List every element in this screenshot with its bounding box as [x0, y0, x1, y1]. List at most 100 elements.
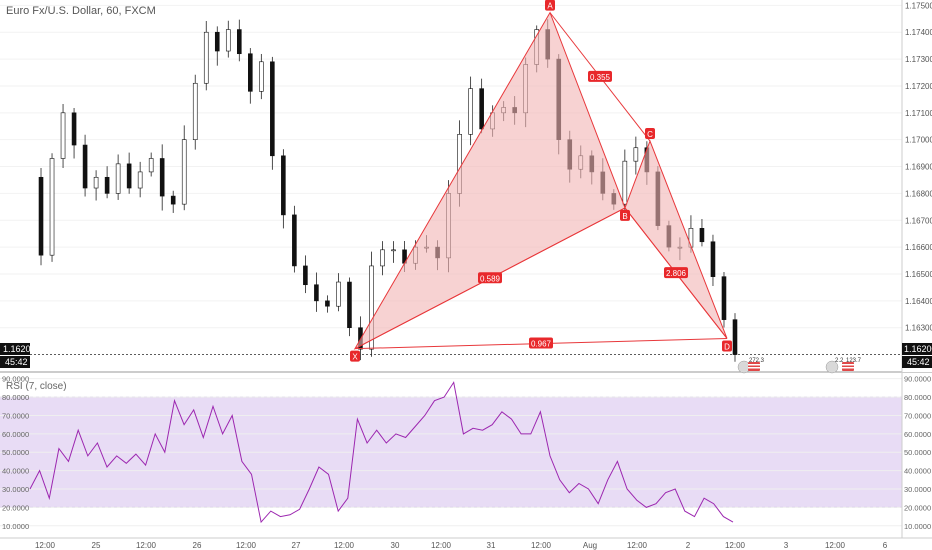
time-tick-label: 2: [686, 541, 691, 550]
time-tick-label: 3: [784, 541, 789, 550]
price-tick-label: 1.16400: [905, 297, 932, 306]
pattern-point-badge: [350, 350, 360, 362]
candle-body: [292, 214, 297, 267]
pattern-point-badge: [645, 128, 655, 140]
candle-body: [137, 171, 143, 189]
time-tick-label: Aug: [583, 541, 597, 550]
candle-body: [369, 265, 374, 350]
price-tick-label: 1.17400: [905, 28, 932, 37]
pattern-triangle-xab: [353, 11, 626, 350]
time-tick-label: 12:00: [431, 541, 452, 550]
rsi-tick-label-left: 10.0000: [2, 522, 29, 531]
rsi-tick-label-left: 80.0000: [2, 393, 29, 402]
price-tick-label: 1.16600: [905, 243, 932, 252]
candle-body: [732, 319, 738, 355]
pattern-point-label: X: [352, 353, 358, 362]
rsi-tick-label-right: 60.0000: [904, 430, 931, 439]
candle-body: [82, 144, 88, 189]
price-tick-label: 1.17000: [905, 136, 932, 145]
candle-body: [347, 281, 352, 329]
current-price-tag: 1.16200 45:42 1.16200 45:42: [0, 343, 932, 368]
candle-body: [192, 82, 198, 140]
pattern-ratio-badge: [529, 337, 553, 349]
time-tick-label: 12:00: [35, 541, 56, 550]
price-axis-background: [902, 0, 932, 372]
pattern-point-badge: [722, 340, 732, 352]
candle-body: [203, 31, 209, 84]
symbol-title: Euro Fx/U.S. Dollar, 60, FXCM: [6, 5, 156, 17]
pattern-ratio-label: 2.806: [666, 269, 687, 278]
candle-body: [126, 163, 132, 189]
candle-body: [148, 158, 154, 173]
harmonic-pattern[interactable]: X A B C D 0.589 0.355 2.806 0.967: [350, 0, 732, 362]
current-price-left-label: 1.16200: [3, 344, 36, 354]
pattern-point-badge: [545, 0, 555, 11]
candle-body: [721, 276, 727, 320]
rsi-axis[interactable]: 10.0000 10.0000 20.0000 20.0000 30.0000 30.00…: [2, 372, 931, 538]
candle-body: [314, 284, 319, 302]
rsi-tick-label-left: 70.0000: [2, 411, 29, 420]
time-axis[interactable]: 12:00 25 12:00 2 6 12:00 27 12:00 30 12:00 31 12:00…: [0, 537, 932, 550]
price-tick-label: 1.17300: [905, 55, 932, 64]
rsi-line: [29, 381, 734, 524]
candle-body: [214, 31, 220, 52]
time-tick-label: 12:00: [236, 541, 257, 550]
time-tick-label: 12:00: [627, 541, 648, 550]
candle-body: [699, 228, 705, 243]
candle-body: [60, 112, 66, 159]
candle-body: [181, 139, 187, 205]
price-panel-chrome: Euro Fx/U.S. Dollar, 60, FXCM: [6, 5, 156, 17]
us-flag-icon[interactable]: 2.2 123.7: [825, 358, 862, 374]
candle-body: [270, 61, 275, 157]
candle-body: [225, 29, 231, 52]
pattern-ratio-badge: [664, 267, 688, 279]
candle-body: [248, 53, 253, 92]
us-flag-icon[interactable]: 272.3: [737, 358, 765, 374]
candle-body: [49, 158, 55, 256]
candle-body: [170, 195, 176, 205]
time-tick-label: 12:00: [334, 541, 355, 550]
rsi-tick-label-right: 40.0000: [904, 467, 931, 476]
time-tick-label: 12:00: [725, 541, 746, 550]
time-tick-label: 31: [487, 541, 496, 550]
pattern-ratio-label: 0.355: [590, 73, 611, 82]
candle-body: [336, 281, 341, 307]
candle-body: [281, 155, 286, 216]
time-tick-label: 12:00: [531, 541, 552, 550]
time-tick-label: 27: [292, 541, 301, 550]
current-price-right-label: 1.16200: [904, 344, 932, 354]
price-tick-label: 1.16500: [905, 270, 932, 279]
price-tick-label: 1.17100: [905, 109, 932, 118]
rsi-tick-label-left: 60.0000: [2, 430, 29, 439]
rsi-title: RSI (7, close): [6, 381, 67, 392]
event-badge-value: 123.7: [846, 358, 862, 364]
rsi-tick-label-right: 20.0000: [904, 503, 931, 512]
time-tick-label: 30: [391, 541, 400, 550]
price-tick-label: 1.16300: [905, 324, 932, 333]
rsi-tick-label-right: 10.0000: [904, 522, 931, 531]
candle-body: [391, 249, 396, 252]
rsi-tick-label-right: 50.0000: [904, 448, 931, 457]
rsi-pane-grid: [0, 378, 902, 527]
candle-body: [93, 176, 99, 189]
price-tick-label: 1.17200: [905, 82, 932, 91]
price-axis[interactable]: 1.16300 1.16400 1.16500 1.16600 1.16700 1.168…: [901, 0, 932, 372]
candle-body: [479, 88, 484, 130]
time-tick-label: 6: [883, 541, 888, 550]
rsi-tick-label-left: 20.0000: [2, 503, 29, 512]
time-tick-label: 12:00: [825, 541, 846, 550]
price-tick-label: 1.17500: [905, 1, 932, 10]
candle-body: [303, 265, 308, 286]
candle-body: [159, 158, 165, 197]
rsi-tick-label-right: 70.0000: [904, 411, 931, 420]
countdown-right-label: 45:42: [907, 357, 930, 367]
time-tick-label: 25: [92, 541, 101, 550]
event-badges[interactable]: 272.3 2.2 123.7: [737, 358, 862, 374]
candle-body: [38, 176, 44, 256]
candle-body: [622, 160, 628, 205]
pattern-triangle-bcd: [624, 139, 728, 339]
countdown-left-label: 45:42: [5, 357, 28, 367]
candle-body: [380, 249, 385, 267]
rsi-tick-label-left: 50.0000: [2, 448, 29, 457]
